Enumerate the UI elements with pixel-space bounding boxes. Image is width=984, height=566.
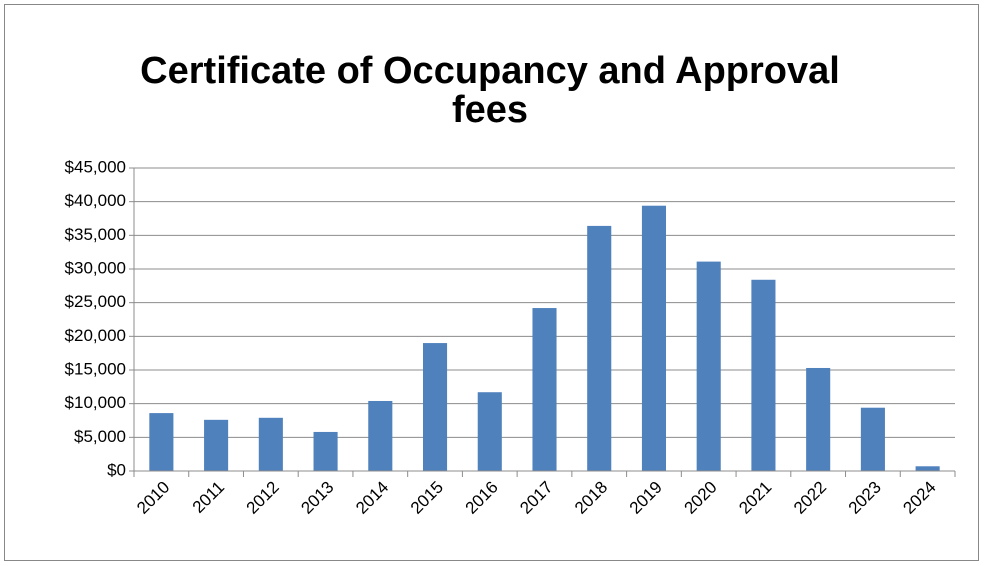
y-tick-label: $35,000 [65,225,126,244]
bar [587,225,612,471]
bar [313,431,338,471]
bar [477,392,502,471]
chart-title: Certificate of Occupancy and Approval [140,50,840,92]
y-tick-label: $40,000 [65,191,126,210]
bar [204,419,229,471]
y-tick-label: $15,000 [65,359,126,378]
bar [149,413,174,471]
y-tick-label: $5,000 [74,427,126,446]
y-tick-label: $30,000 [65,258,126,277]
chart-title: fees [452,89,528,131]
bar [806,367,831,471]
y-tick-label: $10,000 [65,393,126,412]
bar [368,400,393,471]
bar [915,466,940,471]
y-tick-label: $45,000 [65,157,126,176]
bar [751,279,776,471]
bar [641,205,667,471]
bar [860,407,885,471]
y-tick-label: $0 [107,460,126,479]
bar [258,417,283,471]
bar [422,343,448,471]
y-tick-label: $25,000 [65,292,126,311]
bar [696,261,721,471]
y-tick-label: $20,000 [65,326,126,345]
bar [532,308,557,471]
